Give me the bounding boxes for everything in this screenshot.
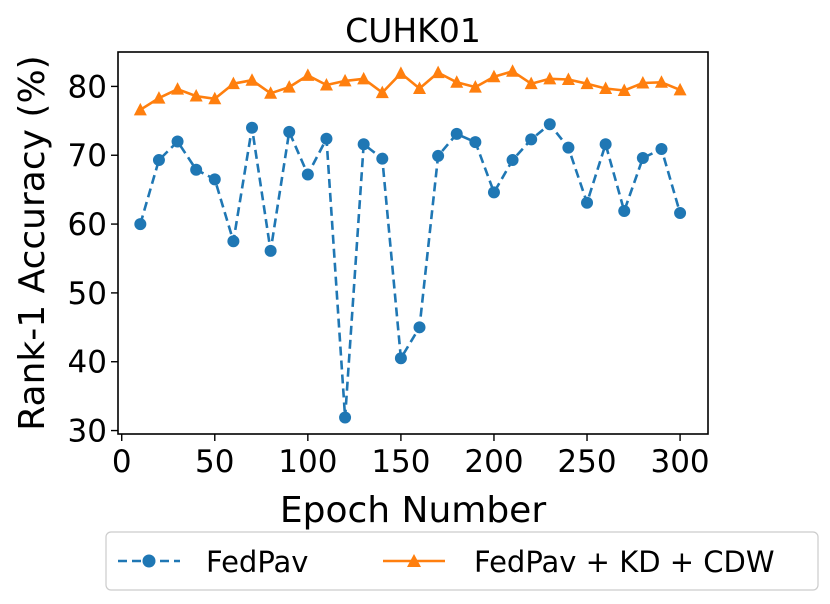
data-point-fedpav-kd-cdw: [245, 73, 259, 86]
data-point-fedpav: [283, 125, 296, 138]
data-point-fedpav-kd-cdw: [543, 71, 557, 85]
data-point-fedpav: [320, 132, 333, 145]
series-lines: [139, 70, 682, 419]
data-point-fedpav: [301, 168, 314, 181]
y-tick-label: 80: [68, 69, 107, 105]
plot-frame: [117, 51, 709, 435]
data-point-fedpav: [618, 204, 631, 217]
data-point-fedpav-kd-cdw: [394, 66, 408, 79]
data-point-fedpav-kd-cdw: [264, 86, 278, 99]
legend: FedPav FedPav + KD + CDW: [105, 531, 819, 591]
data-point-fedpav-kd-cdw: [357, 71, 371, 85]
data-point-fedpav-kd-cdw: [338, 73, 352, 87]
data-point-fedpav: [134, 218, 147, 231]
x-tick-label: 200: [464, 444, 523, 480]
series-line-fedpav-kd-cdw: [139, 70, 681, 111]
x-tick-label: 50: [195, 444, 234, 480]
x-tick-label: 0: [112, 444, 132, 480]
data-point-fedpav-kd-cdw: [654, 75, 668, 88]
data-point-fedpav: [599, 138, 612, 151]
data-point-fedpav-kd-cdw: [580, 76, 594, 90]
x-tick-label: 300: [650, 444, 709, 480]
data-point-fedpav: [208, 173, 221, 186]
legend-label-fedpav-kd-cdw: FedPav + KD + CDW: [474, 545, 775, 579]
data-point-fedpav-kd-cdw: [636, 75, 650, 89]
y-axis-ticks: 30 40 50 60 70 80: [68, 69, 118, 450]
data-point-fedpav: [357, 138, 370, 151]
data-point-fedpav: [581, 196, 594, 209]
data-point-fedpav: [394, 352, 407, 365]
data-point-fedpav: [674, 207, 687, 220]
x-axis-ticks: 0 50 100 150 200 250 300: [112, 434, 710, 480]
x-tick-label: 250: [557, 444, 616, 480]
legend-marker-fedpav-kd-cdw: [407, 554, 421, 567]
legend-label-fedpav: FedPav: [206, 545, 308, 579]
data-point-fedpav: [450, 127, 463, 140]
series-line-fedpav: [139, 123, 682, 419]
data-point-fedpav-kd-cdw: [450, 75, 464, 88]
data-point-fedpav-kd-cdw: [468, 80, 482, 93]
data-point-fedpav-kd-cdw: [617, 83, 631, 97]
legend-frame: [105, 531, 819, 591]
data-point-fedpav: [487, 186, 500, 199]
data-point-fedpav-kd-cdw: [282, 80, 296, 93]
y-tick-label: 50: [68, 276, 107, 312]
data-point-fedpav: [227, 235, 240, 248]
series-markers: [133, 64, 687, 424]
data-point-fedpav: [376, 152, 389, 165]
chart-title: CUHK01: [345, 11, 481, 50]
data-point-fedpav-kd-cdw: [152, 91, 166, 104]
data-point-fedpav-kd-cdw: [301, 68, 315, 81]
data-point-fedpav: [636, 151, 649, 164]
y-tick-label: 40: [68, 345, 107, 381]
data-point-fedpav-kd-cdw: [487, 69, 501, 83]
data-point-fedpav-kd-cdw: [431, 65, 445, 79]
data-point-fedpav-kd-cdw: [599, 81, 613, 94]
y-tick-label: 60: [68, 207, 107, 243]
legend-marker-fedpav: [142, 554, 156, 568]
data-point-fedpav-kd-cdw: [226, 76, 240, 90]
y-tick-label: 30: [68, 414, 107, 450]
data-point-fedpav: [413, 321, 426, 334]
data-point-fedpav: [432, 149, 445, 162]
data-point-fedpav-kd-cdw: [673, 82, 687, 96]
plot-area: 0 50 100 150 200 250 300 30 40 50 60 70 80: [68, 51, 710, 480]
data-point-fedpav: [264, 244, 277, 257]
data-point-fedpav: [152, 154, 165, 167]
data-point-fedpav: [506, 154, 519, 167]
data-point-fedpav: [339, 411, 352, 424]
data-point-fedpav-kd-cdw: [375, 85, 389, 99]
data-point-fedpav-kd-cdw: [319, 78, 333, 91]
data-point-fedpav-kd-cdw: [189, 89, 203, 102]
data-point-fedpav-kd-cdw: [208, 91, 222, 105]
data-point-fedpav: [469, 136, 482, 149]
data-point-fedpav: [171, 135, 184, 148]
data-point-fedpav: [246, 121, 259, 134]
data-point-fedpav-kd-cdw: [524, 76, 538, 90]
data-point-fedpav: [543, 118, 556, 131]
x-tick-label: 100: [278, 444, 337, 480]
y-axis-label: Rank-1 Accuracy (%): [12, 55, 53, 430]
data-point-fedpav: [655, 143, 668, 156]
x-axis-label: Epoch Number: [280, 490, 546, 531]
data-point-fedpav-kd-cdw: [506, 64, 520, 77]
data-point-fedpav: [562, 141, 575, 154]
x-tick-label: 150: [371, 444, 430, 480]
data-point-fedpav: [190, 163, 203, 176]
data-point-fedpav-kd-cdw: [171, 82, 185, 95]
data-point-fedpav-kd-cdw: [133, 102, 147, 116]
data-point-fedpav-kd-cdw: [413, 81, 427, 94]
y-tick-label: 70: [68, 138, 107, 174]
data-point-fedpav-kd-cdw: [561, 72, 575, 86]
data-point-fedpav: [525, 133, 538, 146]
